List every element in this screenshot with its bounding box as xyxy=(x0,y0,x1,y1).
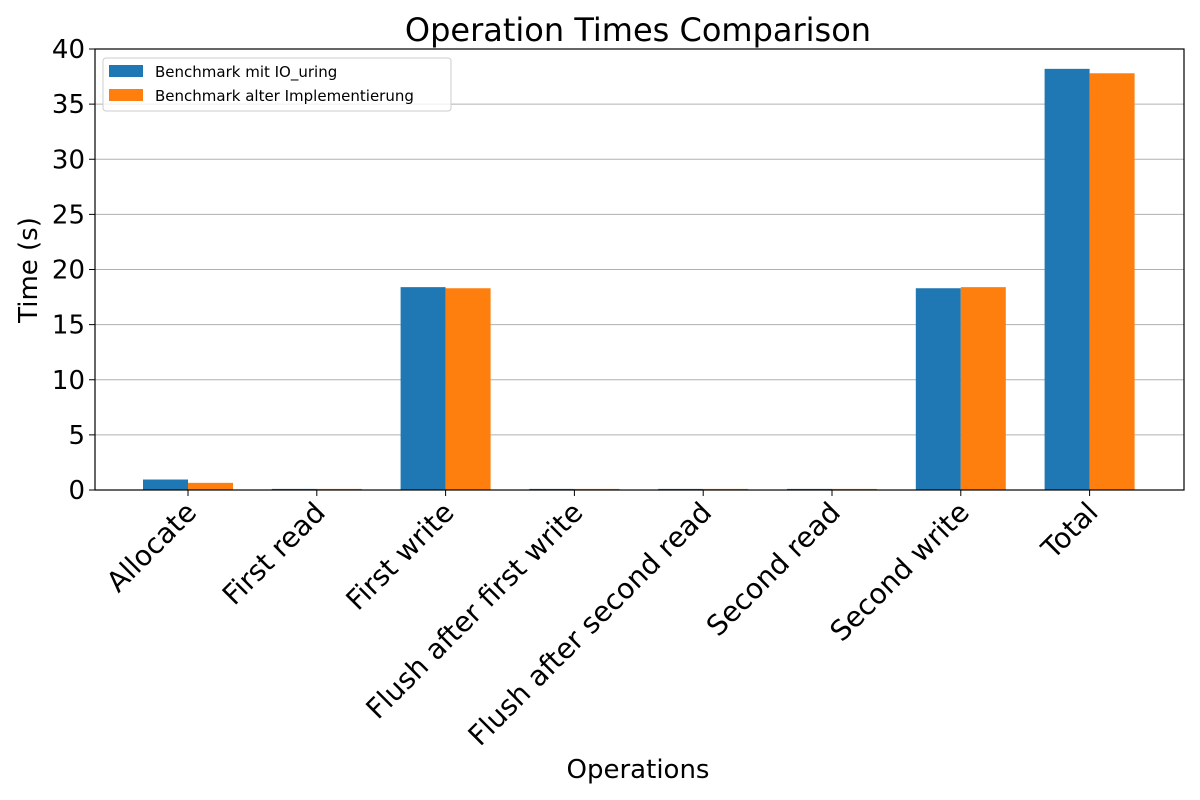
bar-series-1 xyxy=(400,287,446,490)
y-tick-label: 40 xyxy=(52,35,85,65)
x-tick-label: First read xyxy=(216,496,332,612)
legend-label-io-uring: Benchmark mit IO_uring xyxy=(155,63,337,82)
x-axis-label: Operations xyxy=(567,755,710,785)
legend-label-alte-implementierung: Benchmark alter Implementierung xyxy=(155,87,414,105)
legend-swatch-alte-implementierung xyxy=(109,89,143,101)
y-tick-label: 30 xyxy=(52,145,85,175)
x-tick-label: First write xyxy=(339,496,460,617)
y-axis-ticks: 0 5 10 15 20 25 30 35 40 xyxy=(52,35,95,506)
x-tick-label: Flush after second read xyxy=(462,496,719,753)
y-tick-label: 5 xyxy=(68,421,85,451)
chart-title: Operation Times Comparison xyxy=(405,11,871,49)
x-tick-label: Flush after first write xyxy=(360,496,590,726)
y-tick-label: 20 xyxy=(52,256,85,286)
x-tick-label: Second read xyxy=(700,496,847,643)
y-tick-label: 35 xyxy=(52,90,85,120)
bar-series-1 xyxy=(915,288,961,490)
bar-series-2 xyxy=(445,288,491,490)
legend-swatch-io-uring xyxy=(109,65,143,77)
bar-series-2 xyxy=(960,287,1006,490)
bar-series-2 xyxy=(188,482,233,490)
y-tick-label: 25 xyxy=(52,200,85,230)
x-tick-label: Allocate xyxy=(100,496,203,599)
bar-series-2 xyxy=(1089,73,1135,490)
x-tick-label: Total xyxy=(1034,496,1104,566)
y-tick-label: 0 xyxy=(68,476,85,506)
y-tick-label: 15 xyxy=(52,311,85,341)
legend: Benchmark mit IO_uring Benchmark alter I… xyxy=(102,57,452,112)
y-axis-label: Time (s) xyxy=(14,217,44,324)
bars xyxy=(143,68,1135,490)
bar-series-1 xyxy=(143,479,188,490)
y-tick-label: 10 xyxy=(52,366,85,396)
legend-box xyxy=(102,57,452,112)
bar-series-1 xyxy=(1044,68,1090,490)
grid-lines xyxy=(95,48,1184,491)
